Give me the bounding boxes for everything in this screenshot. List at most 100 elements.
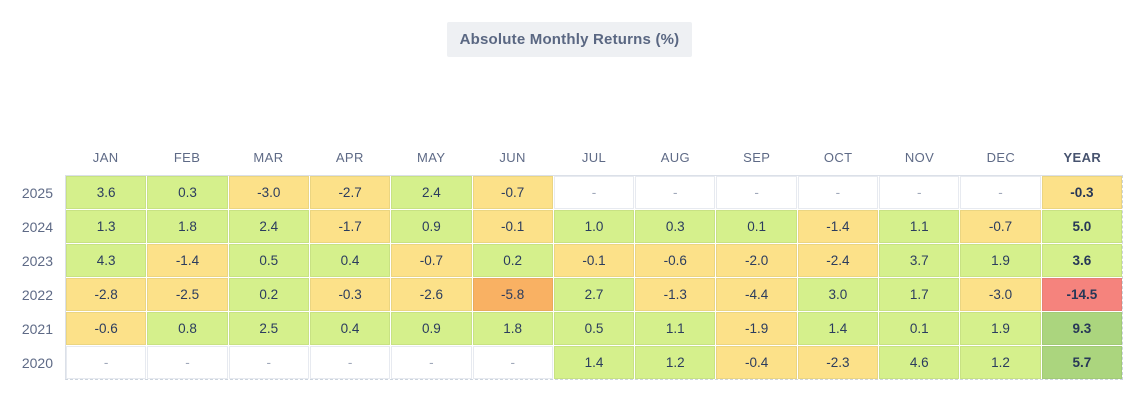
- cell-2022-apr[interactable]: -0.3: [309, 278, 391, 311]
- col-header-may: MAY: [417, 149, 446, 165]
- cell-2025-aug[interactable]: -: [635, 176, 716, 209]
- cell-2023-dec[interactable]: 1.9: [960, 244, 1041, 277]
- col-header-jan: JAN: [92, 149, 119, 165]
- cell-2023-may[interactable]: -0.7: [391, 244, 472, 277]
- chart-title: Absolute Monthly Returns (%): [446, 22, 693, 57]
- cell-2022-jan[interactable]: -2.8: [66, 278, 147, 311]
- row-label-2022: 2022: [21, 286, 53, 303]
- cell-2020-feb[interactable]: -: [147, 346, 228, 379]
- cell-2020-aug[interactable]: 1.2: [635, 346, 716, 379]
- cell-2025-jan[interactable]: 3.6: [66, 176, 147, 209]
- cell-2025-apr[interactable]: -2.7: [309, 176, 391, 209]
- row-label-2023: 2023: [21, 252, 53, 269]
- cell-2021-aug[interactable]: 1.1: [635, 312, 716, 345]
- cell-2021-oct[interactable]: 1.4: [797, 312, 879, 345]
- col-header-mar: MAR: [253, 149, 284, 165]
- cell-2020-dec[interactable]: 1.2: [960, 346, 1041, 379]
- col-header-dec: DEC: [986, 149, 1016, 165]
- cell-2020-jul[interactable]: 1.4: [553, 346, 635, 379]
- cell-2022-sep[interactable]: -4.4: [716, 278, 797, 311]
- cell-2020-may[interactable]: -: [391, 346, 472, 379]
- cell-2022-oct[interactable]: 3.0: [797, 278, 879, 311]
- cell-2023-aug[interactable]: -0.6: [635, 244, 716, 277]
- cell-2024-nov[interactable]: 1.1: [879, 210, 960, 243]
- cell-2021-sep[interactable]: -1.9: [716, 312, 797, 345]
- col-header-feb: FEB: [173, 149, 201, 165]
- cell-2021-year[interactable]: 9.3: [1041, 312, 1122, 345]
- col-header-apr: APR: [335, 149, 364, 165]
- cell-2022-mar[interactable]: 0.2: [228, 278, 309, 311]
- cell-2024-apr[interactable]: -1.7: [309, 210, 391, 243]
- cell-2021-mar[interactable]: 2.5: [228, 312, 309, 345]
- cell-2021-jan[interactable]: -0.6: [66, 312, 147, 345]
- cell-2023-apr[interactable]: 0.4: [309, 244, 391, 277]
- cell-2025-sep[interactable]: -: [716, 176, 797, 209]
- cell-2023-feb[interactable]: -1.4: [147, 244, 228, 277]
- cell-2025-nov[interactable]: -: [879, 176, 960, 209]
- col-header-sep: SEP: [743, 149, 771, 165]
- cell-2021-dec[interactable]: 1.9: [960, 312, 1041, 345]
- cell-2023-oct[interactable]: -2.4: [797, 244, 879, 277]
- col-header-oct: OCT: [823, 149, 853, 165]
- returns-heatmap: JAN FEB MAR APR MAY JUN JUL AUG SEP OCT NOV DEC YEAR…: [0, 139, 1123, 380]
- cell-2020-jun[interactable]: -: [472, 346, 553, 379]
- cell-2024-jun[interactable]: -0.1: [472, 210, 553, 243]
- cell-2022-nov[interactable]: 1.7: [879, 278, 960, 311]
- cell-2021-feb[interactable]: 0.8: [147, 312, 228, 345]
- row-label-2020: 2020: [21, 354, 53, 371]
- row-labels: 2025 2024 2023 2022 2021 2020: [0, 175, 65, 380]
- cell-2022-aug[interactable]: -1.3: [635, 278, 716, 311]
- col-header-aug: AUG: [660, 149, 691, 165]
- cell-2024-jan[interactable]: 1.3: [66, 210, 147, 243]
- cell-2025-jun[interactable]: -0.7: [472, 176, 553, 209]
- cell-2024-oct[interactable]: -1.4: [797, 210, 879, 243]
- cell-2024-dec[interactable]: -0.7: [960, 210, 1041, 243]
- cell-2022-dec[interactable]: -3.0: [960, 278, 1041, 311]
- cell-2020-year[interactable]: 5.7: [1041, 346, 1122, 379]
- cell-2024-jul[interactable]: 1.0: [553, 210, 635, 243]
- cell-2022-jul[interactable]: 2.7: [553, 278, 635, 311]
- cell-2020-nov[interactable]: 4.6: [879, 346, 960, 379]
- cell-2023-jan[interactable]: 4.3: [66, 244, 147, 277]
- cell-2021-jul[interactable]: 0.5: [553, 312, 635, 345]
- cell-2025-feb[interactable]: 0.3: [147, 176, 228, 209]
- cell-2021-jun[interactable]: 1.8: [472, 312, 553, 345]
- cell-2022-jun[interactable]: -5.8: [472, 278, 553, 311]
- cell-2025-dec[interactable]: -: [960, 176, 1041, 209]
- cell-2024-year[interactable]: 5.0: [1041, 210, 1122, 243]
- cell-2024-sep[interactable]: 0.1: [716, 210, 797, 243]
- cell-2020-apr[interactable]: -: [309, 346, 391, 379]
- cell-2020-sep[interactable]: -0.4: [716, 346, 797, 379]
- col-header-jun: JUN: [499, 149, 526, 165]
- col-header-nov: NOV: [904, 149, 935, 165]
- cell-2023-sep[interactable]: -2.0: [716, 244, 797, 277]
- cell-2022-may[interactable]: -2.6: [391, 278, 472, 311]
- cell-2021-apr[interactable]: 0.4: [309, 312, 391, 345]
- cell-2020-jan[interactable]: -: [66, 346, 147, 379]
- cell-2022-year[interactable]: -14.5: [1041, 278, 1122, 311]
- col-header-jul: JUL: [581, 149, 607, 165]
- cell-2025-jul[interactable]: -: [553, 176, 635, 209]
- cell-2025-mar[interactable]: -3.0: [228, 176, 309, 209]
- cell-2021-may[interactable]: 0.9: [391, 312, 472, 345]
- header-row: JAN FEB MAR APR MAY JUN JUL AUG SEP OCT NOV DEC YEAR: [0, 139, 1123, 175]
- cell-2021-nov[interactable]: 0.1: [879, 312, 960, 345]
- cell-2023-nov[interactable]: 3.7: [879, 244, 960, 277]
- cell-2022-feb[interactable]: -2.5: [147, 278, 228, 311]
- cell-2025-year[interactable]: -0.3: [1041, 176, 1122, 209]
- heatmap-grid: 3.6 0.3 -3.0 -2.7 2.4 -0.7- - - - - - -0.3 1.3 1.8 2.4…: [65, 175, 1123, 380]
- cell-2020-mar[interactable]: -: [228, 346, 309, 379]
- cell-2024-aug[interactable]: 0.3: [635, 210, 716, 243]
- cell-2020-oct[interactable]: -2.3: [797, 346, 879, 379]
- cell-2023-mar[interactable]: 0.5: [228, 244, 309, 277]
- cell-2023-jul[interactable]: -0.1: [553, 244, 635, 277]
- cell-2023-jun[interactable]: 0.2: [472, 244, 553, 277]
- cell-2024-feb[interactable]: 1.8: [147, 210, 228, 243]
- cell-2023-year[interactable]: 3.6: [1041, 244, 1122, 277]
- cell-2024-mar[interactable]: 2.4: [228, 210, 309, 243]
- col-header-year: YEAR: [1063, 149, 1102, 165]
- cell-2024-may[interactable]: 0.9: [391, 210, 472, 243]
- cell-2025-may[interactable]: 2.4: [391, 176, 472, 209]
- cell-2025-oct[interactable]: -: [797, 176, 879, 209]
- row-label-2024: 2024: [21, 218, 53, 235]
